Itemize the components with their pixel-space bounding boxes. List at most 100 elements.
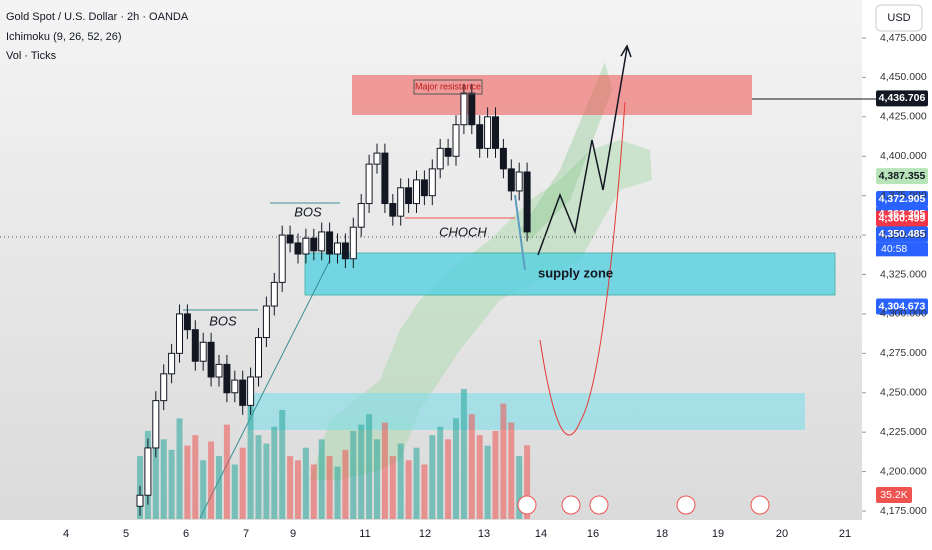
volume-bar [453,418,459,519]
candle-body [405,187,413,205]
annotation: BOS [209,313,237,328]
x-tick-label: 13 [478,528,490,540]
x-tick-label: 5 [123,528,129,540]
volume-bar [429,435,436,519]
volume-bar [421,464,428,519]
candle-body [468,92,476,126]
volume-bar [468,414,475,519]
x-tick-label: 20 [776,528,788,540]
volume-bar [508,422,515,519]
volume-bar [208,441,215,519]
volume-bar [263,443,270,519]
price-label [876,298,928,315]
y-tick-label: 4,400.000 [880,150,927,162]
label-box [413,79,483,95]
candle-body [334,242,341,255]
candle-body [136,494,144,507]
candle-body [191,329,199,362]
candle-body [168,352,176,375]
y-tick-label: 4,425.000 [880,111,927,123]
volume-bar [350,430,357,519]
candle-body [199,341,207,362]
arrowhead [620,44,632,58]
volume-bar [231,464,238,519]
event-icons [517,495,770,515]
candle-body [349,226,357,260]
countdown-box [876,242,928,257]
x-tick-label: 19 [712,528,724,540]
x-tick-label: 21 [839,528,851,540]
volume-bar [310,464,317,519]
candle-body [310,237,318,252]
volume-bar [516,456,523,519]
volume-bar [216,456,222,519]
annotation: CHOCH [439,224,487,239]
volume-bar [374,439,380,519]
volume-bar [255,435,262,519]
lower-zone [248,393,805,430]
y-tick-label: 4,300.000 [880,308,927,320]
candle-body [476,124,484,149]
volume-bar [247,397,254,519]
currency-button[interactable] [875,4,923,32]
volume-bar [366,414,373,519]
indicator: Ichimoku (9, 26, 52, 26) [6,31,122,43]
candle-body [413,179,420,205]
candle-body [326,231,334,255]
annotation: supply zone [538,265,613,280]
candle-body [389,203,397,217]
candle-body [286,234,294,244]
volume-bar [492,430,499,519]
volume-bar [168,449,175,519]
y-tick-label: 4,475.000 [880,32,927,44]
resistance-zone [352,75,752,115]
candle-body [499,147,507,170]
candle-body [160,373,168,402]
volume-bar [524,445,531,519]
annotation: Major resistance [415,81,481,91]
volume-bar [295,460,301,519]
x-tick-label: 4 [63,528,69,540]
candle-body [428,168,436,197]
volume-bar [445,439,452,519]
annotation: BOS [294,204,322,219]
candle-body [270,281,278,307]
volume-bar [342,449,349,519]
x-tick-label: 16 [587,528,599,540]
volume-label-box [876,487,912,503]
volume-bar [279,409,286,519]
volume-bar [358,424,365,519]
candle-body [144,447,152,496]
volume-bar [389,456,396,519]
y-tick-label: 4,325.000 [880,268,927,280]
candle-body [373,152,381,165]
currency[interactable]: USD [887,12,910,24]
time-axis [0,520,932,550]
candle-body [420,179,428,197]
price-label-text: 4,372.905 [879,193,926,205]
candle-body [397,187,405,217]
x-tick-label: 6 [183,528,189,540]
y-tick-label: 4,175.000 [880,505,927,517]
y-tick-label: 4,250.000 [880,387,927,399]
plot [136,37,928,519]
candle-body [223,363,231,394]
price-label-text: 4,360.499 [879,212,926,224]
candle-body [207,341,215,378]
title: Gold Spot / U.S. Dollar · 2h · OANDA [6,11,189,23]
candle-body [452,124,460,157]
candle-body [515,171,523,192]
candle-body [381,152,389,205]
candle-body [278,234,286,283]
y-tick-label: 4,350.000 [880,229,927,241]
candle-body [507,168,515,192]
volume-label: 35.2K [880,489,907,501]
projection-path [537,47,628,256]
candle-body [231,379,239,394]
candle-body [247,376,255,406]
volume-bar [200,460,207,519]
candle-body [444,147,452,157]
volume-bar [484,445,491,519]
candle-body [365,163,373,205]
